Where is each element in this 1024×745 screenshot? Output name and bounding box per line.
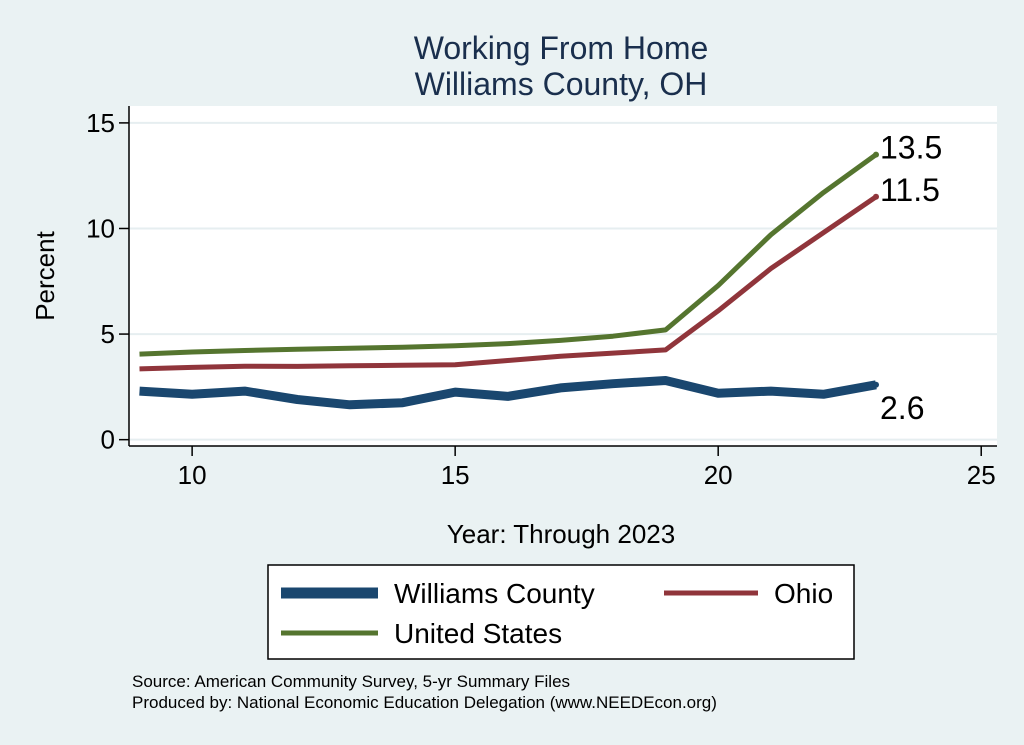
chart-title-line-1: Working From Home	[414, 30, 709, 66]
legend-label-ohio: Ohio	[774, 578, 833, 609]
y-tick-label-5: 5	[101, 319, 115, 349]
x-tick-label-15: 15	[441, 460, 470, 490]
x-tick-label-10: 10	[178, 460, 207, 490]
end-label-united-states: 13.5	[880, 130, 942, 166]
series-line-ohio	[139, 194, 878, 372]
legend-box	[267, 564, 855, 660]
grid-lines	[129, 121, 997, 441]
series-endpoint-ohio	[873, 193, 880, 200]
series-endpoint-williams-county	[873, 381, 880, 388]
producer-note: Produced by: National Economic Education…	[132, 693, 717, 712]
legend: Williams County Ohio United States	[267, 564, 855, 660]
source-note: Source: American Community Survey, 5-yr …	[132, 672, 570, 691]
y-tick-label-10: 10	[86, 213, 115, 243]
series-line-williams-county	[139, 376, 877, 410]
x-axis-label: Year: Through 2023	[447, 519, 675, 549]
end-labels: 2.6 11.5 13.5	[880, 130, 942, 426]
series-line-united-states	[139, 152, 878, 357]
series-lines	[139, 151, 880, 410]
axes: 0 5 10 15 10 15 20 25	[86, 106, 997, 490]
legend-label-williams-county: Williams County	[394, 578, 595, 609]
y-axis-label: Percent	[30, 230, 60, 320]
legend-label-united-states: United States	[394, 618, 562, 649]
end-label-williams-county: 2.6	[880, 390, 924, 426]
x-tick-label-20: 20	[704, 460, 733, 490]
x-tick-label-25: 25	[967, 460, 996, 490]
series-endpoint-united-states	[873, 151, 880, 158]
y-tick-label-0: 0	[101, 425, 115, 455]
y-tick-label-15: 15	[86, 108, 115, 138]
end-label-ohio: 11.5	[880, 172, 940, 208]
chart-title-line-2: Williams County, OH	[415, 66, 708, 102]
